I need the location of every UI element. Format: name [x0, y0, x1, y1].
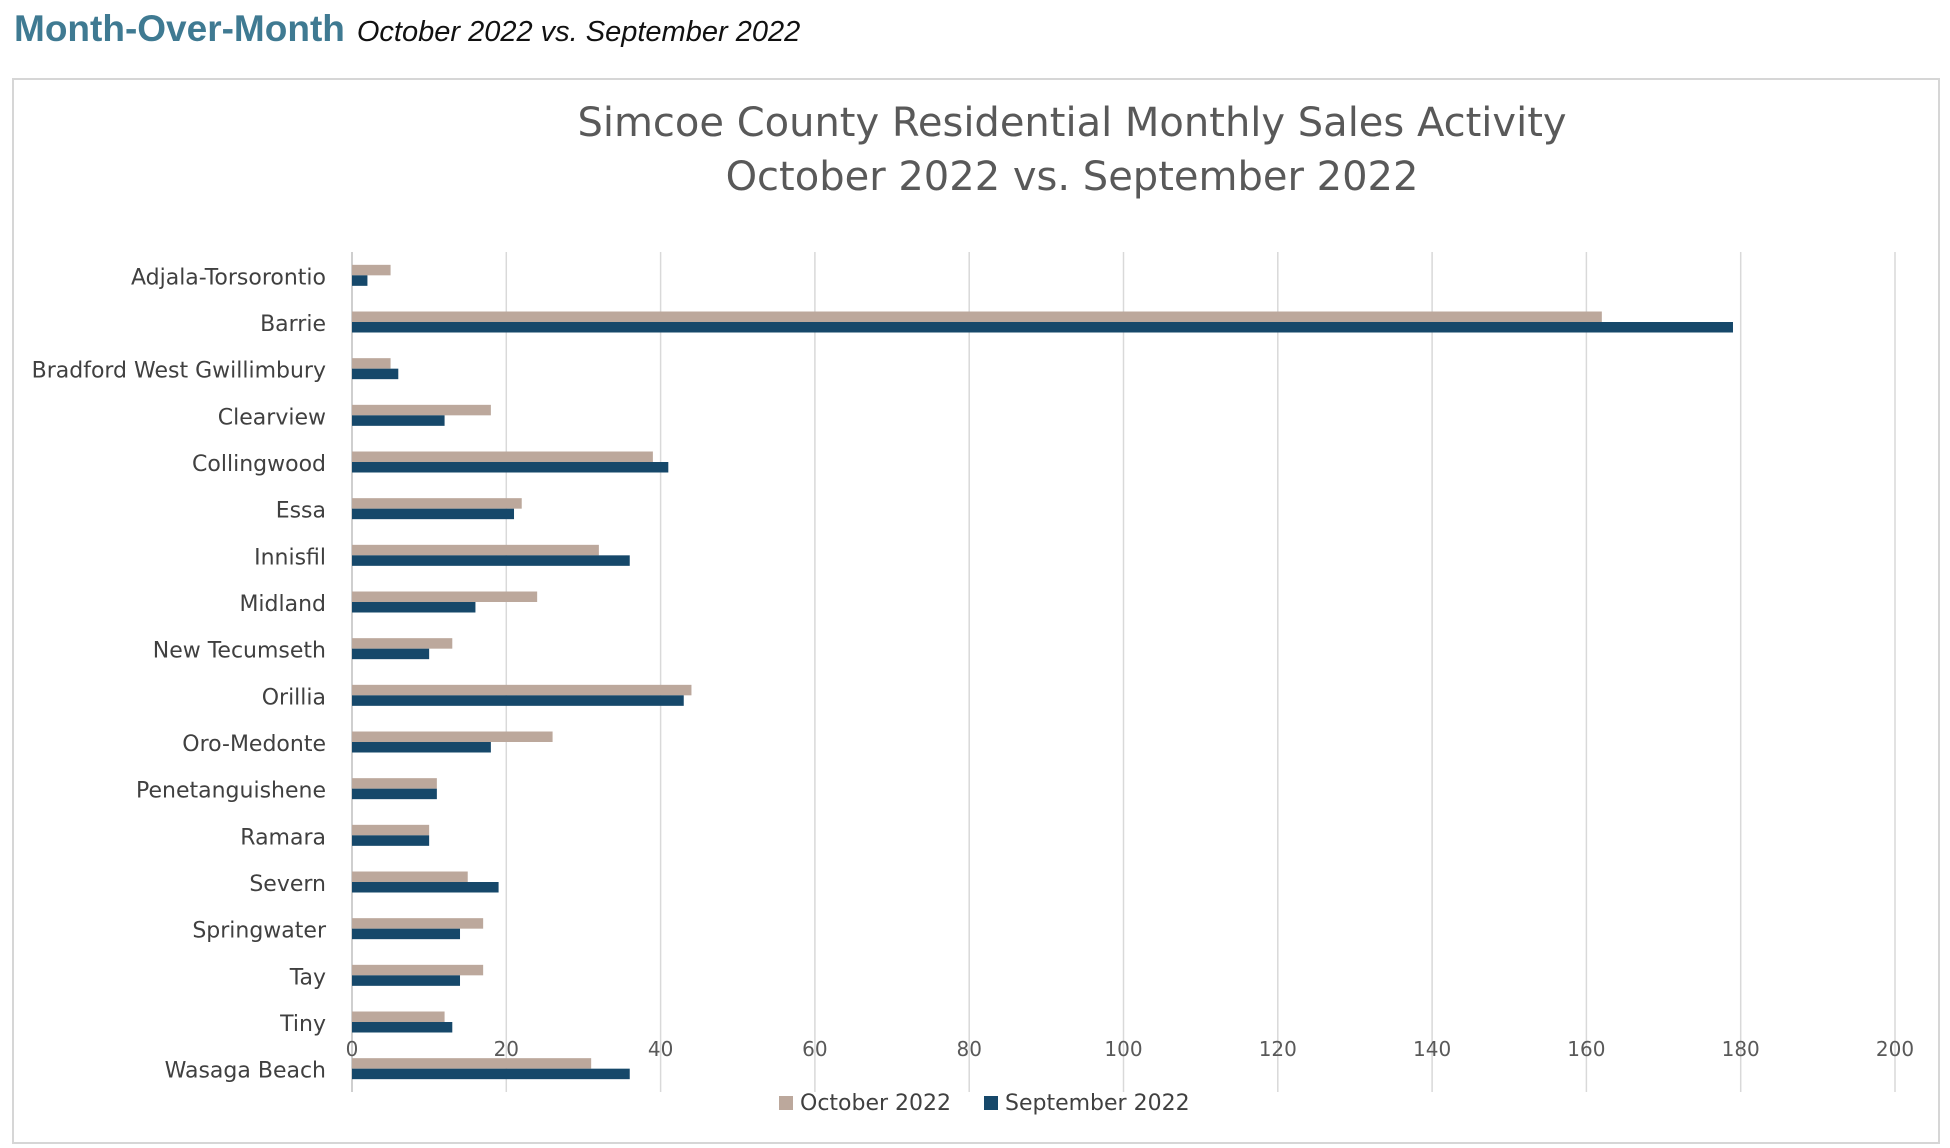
- category-label: Tiny: [279, 1012, 326, 1037]
- bar-september: [352, 322, 1733, 333]
- category-label: Collingwood: [192, 452, 326, 477]
- bar-chart: Simcoe County Residential Monthly Sales …: [32, 100, 1914, 1116]
- legend-swatch-september: [984, 1096, 998, 1110]
- page-header: Month-Over-Month October 2022 vs. Septem…: [14, 8, 800, 50]
- bar-october: [352, 1058, 592, 1069]
- bar-october: [352, 451, 653, 462]
- bar-october: [352, 1011, 445, 1022]
- bar-october: [352, 358, 391, 369]
- bar-september: [352, 368, 399, 380]
- bar-october: [352, 871, 468, 882]
- bar-september: [352, 975, 461, 986]
- bar-september: [352, 835, 430, 846]
- bar-october: [352, 778, 437, 789]
- bar-october: [352, 638, 453, 649]
- category-label: Oro-Medonte: [182, 732, 326, 757]
- bar-october: [352, 544, 599, 556]
- category-label: Wasaga Beach: [165, 1059, 326, 1084]
- category-label: Essa: [276, 499, 326, 524]
- bar-october: [352, 498, 522, 509]
- x-axis-ticks: 0 20 40 60 80 100 120 140 160 180 200: [346, 1037, 1914, 1061]
- bar-october: [352, 964, 484, 976]
- category-label: Barrie: [260, 312, 326, 337]
- category-label: Clearview: [218, 405, 326, 430]
- category-labels: Adjala-Torsorontio Barrie Bradford West Gw…: [32, 265, 327, 1083]
- x-tick-label: 140: [1413, 1037, 1451, 1061]
- legend: October 2022 September 2022: [779, 1091, 1190, 1116]
- bar-october: [352, 684, 692, 696]
- x-tick-label: 20: [494, 1037, 519, 1061]
- category-label: Midland: [239, 592, 326, 617]
- x-tick-label: 120: [1259, 1037, 1297, 1061]
- x-tick-label: 40: [648, 1037, 673, 1061]
- bar-october: [352, 824, 430, 836]
- category-label: New Tecumseth: [153, 639, 326, 664]
- category-label: Penetanguishene: [136, 779, 326, 804]
- x-tick-label: 60: [802, 1037, 827, 1061]
- bar-september: [352, 788, 437, 800]
- x-tick-label: 80: [956, 1037, 981, 1061]
- bar-september: [352, 508, 515, 520]
- bar-september: [352, 602, 476, 613]
- bar-september: [352, 648, 430, 660]
- chart-title-line1: Simcoe County Residential Monthly Sales …: [577, 100, 1566, 146]
- category-label: Innisfil: [254, 545, 326, 570]
- legend-label: October 2022: [800, 1091, 951, 1116]
- bar-september: [352, 1022, 453, 1033]
- category-label: Adjala-Torsorontio: [131, 265, 326, 290]
- bars: [352, 264, 1733, 1080]
- chart-frame: Simcoe County Residential Monthly Sales …: [12, 78, 1940, 1144]
- bar-september: [352, 415, 445, 426]
- legend-label: September 2022: [1005, 1091, 1190, 1116]
- x-tick-label: 160: [1567, 1037, 1605, 1061]
- bar-september: [352, 275, 368, 286]
- bar-september: [352, 462, 669, 473]
- page-subtitle: October 2022 vs. September 2022: [356, 16, 801, 48]
- bar-september: [352, 1068, 630, 1080]
- bar-october: [352, 918, 484, 929]
- category-label: Orillia: [262, 685, 326, 710]
- category-label: Tay: [289, 965, 326, 990]
- category-label: Bradford West Gwillimbury: [32, 359, 326, 384]
- category-label: Springwater: [192, 919, 327, 944]
- x-tick-label: 0: [346, 1037, 359, 1061]
- bar-september: [352, 928, 461, 940]
- legend-swatch-october: [779, 1096, 793, 1110]
- bar-october: [352, 731, 553, 742]
- x-tick-label: 100: [1104, 1037, 1142, 1061]
- bar-october: [352, 311, 1602, 322]
- gridlines: [351, 252, 1896, 1092]
- bar-october: [352, 264, 391, 276]
- x-tick-label: 200: [1876, 1037, 1914, 1061]
- bar-september: [352, 555, 630, 566]
- bar-october: [352, 591, 538, 602]
- page-title: Month-Over-Month: [14, 8, 345, 49]
- category-label: Severn: [249, 872, 326, 897]
- x-tick-label: 180: [1722, 1037, 1760, 1061]
- chart-title-line2: October 2022 vs. September 2022: [726, 154, 1419, 200]
- bar-september: [352, 742, 491, 753]
- bar-september: [352, 695, 684, 706]
- bar-september: [352, 882, 499, 893]
- category-label: Ramara: [240, 825, 326, 850]
- bar-october: [352, 404, 491, 416]
